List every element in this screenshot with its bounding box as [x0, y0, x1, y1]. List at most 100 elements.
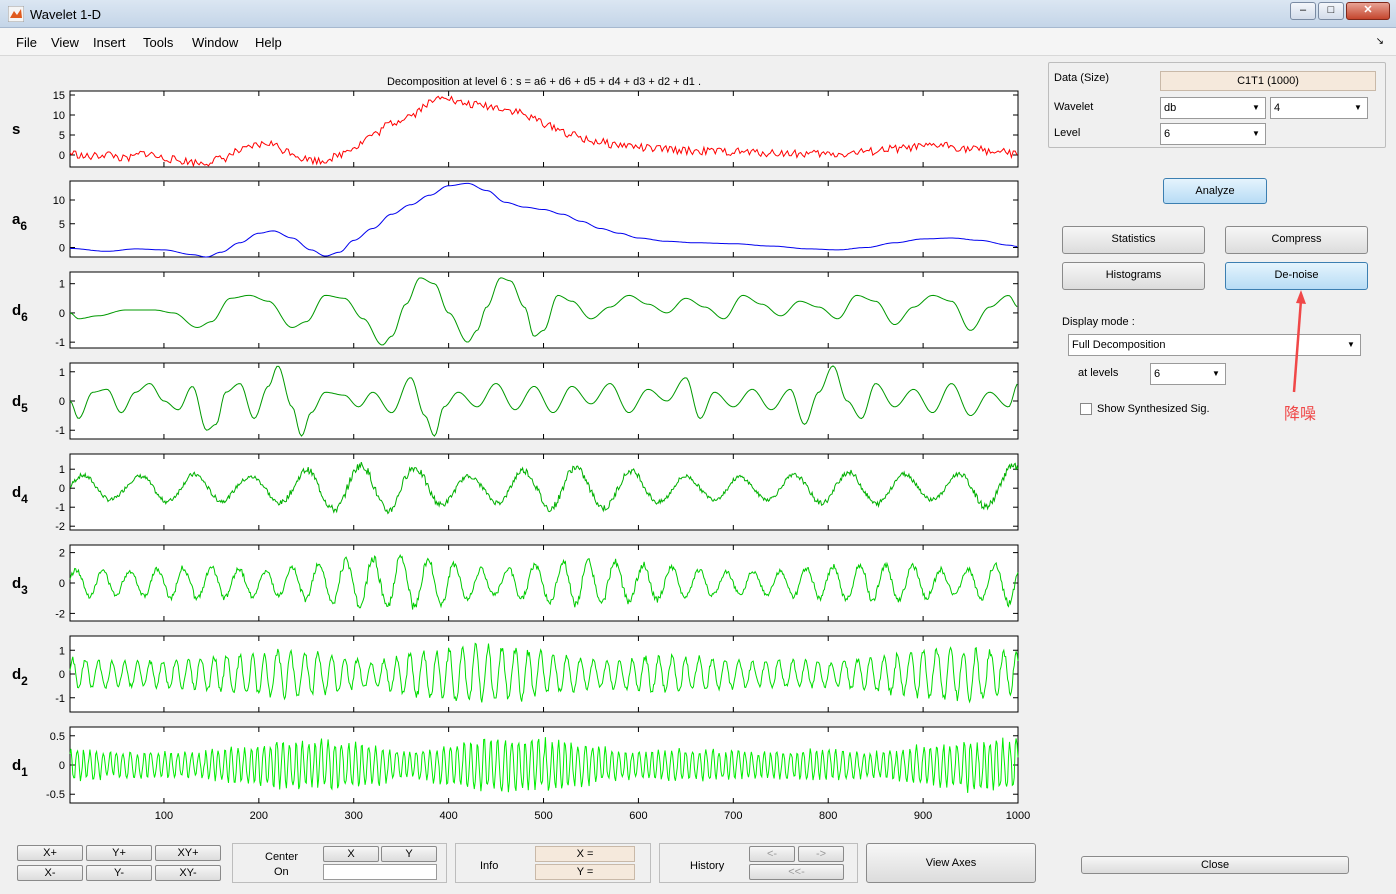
center-label: Center [265, 851, 299, 863]
y-tick-label: 2 [59, 548, 65, 560]
y-tick-label: 1 [59, 464, 65, 476]
info-label: Info [480, 860, 499, 872]
chart-title: Decomposition at level 6 : s = a6 + d6 +… [387, 76, 701, 88]
panel-label-d2: d2 [12, 666, 28, 688]
control-panel: Data (Size) C1T1 (1000) Wavelet db ▼ 4 ▼… [1046, 58, 1390, 884]
history-label: History [690, 860, 725, 872]
data-size-value: C1T1 (1000) [1160, 71, 1376, 91]
x-tick-label: 200 [250, 810, 268, 822]
chevron-down-icon: ▼ [1252, 129, 1260, 138]
y-tick-label: -2 [55, 608, 65, 620]
center-y-button[interactable]: Y [381, 846, 437, 862]
plot-axes-d3 [69, 544, 1019, 622]
panel-label-subscript: 4 [21, 492, 28, 506]
menu-tools[interactable]: Tools [143, 35, 174, 50]
y-tick-label: 0 [59, 150, 65, 162]
chevron-down-icon: ▼ [1212, 369, 1220, 378]
wavelet-label: Wavelet [1054, 101, 1094, 113]
panel-label-d6: d6 [12, 302, 28, 324]
denoise-annotation: 降噪 [1284, 406, 1317, 423]
show-synthesized-checkbox[interactable] [1080, 403, 1092, 415]
x-minus-button[interactable]: X- [17, 865, 83, 881]
panel-label-subscript: 1 [21, 765, 28, 779]
plot-axes-d4 [69, 453, 1019, 531]
menu-view[interactable]: View [51, 35, 79, 50]
show-synthesized-label: Show Synthesized Sig. [1097, 403, 1210, 415]
at-levels-select[interactable]: 6 ▼ [1150, 363, 1226, 385]
y-tick-label: 5 [59, 130, 65, 142]
view-axes-button[interactable]: View Axes [866, 843, 1036, 883]
x-tick-label: 1000 [1006, 810, 1030, 822]
plot-axes-s [69, 90, 1019, 168]
histograms-button[interactable]: Histograms [1062, 262, 1205, 290]
x-tick-label: 100 [155, 810, 173, 822]
minimize-button[interactable]: – [1290, 2, 1316, 20]
y-tick-label: -0.5 [46, 789, 65, 801]
menu-file[interactable]: File [16, 35, 37, 50]
matlab-icon [8, 6, 24, 22]
level-select[interactable]: 6 ▼ [1160, 123, 1266, 145]
zoom-controls: X+ Y+ XY+ X- Y- XY- [12, 842, 224, 884]
menu-insert[interactable]: Insert [93, 35, 126, 50]
display-mode-label: Display mode : [1062, 316, 1135, 328]
wavelet-family-select[interactable]: db ▼ [1160, 97, 1266, 119]
on-label: On [274, 866, 289, 878]
y-tick-label: 1 [59, 279, 65, 291]
dock-arrow-icon[interactable]: ↘ [1375, 36, 1384, 47]
compress-button[interactable]: Compress [1225, 226, 1368, 254]
history-first-button[interactable]: <<- [749, 864, 844, 880]
y-minus-button[interactable]: Y- [86, 865, 152, 881]
xy-plus-button[interactable]: XY+ [155, 845, 221, 861]
chevron-down-icon: ▼ [1347, 340, 1355, 349]
close-window-button[interactable]: ✕ [1346, 2, 1390, 20]
menu-window[interactable]: Window [192, 35, 239, 50]
y-tick-label: -1 [55, 425, 65, 437]
history-back-button[interactable]: <- [749, 846, 795, 862]
close-button[interactable]: Close [1081, 856, 1349, 874]
statistics-button[interactable]: Statistics [1062, 226, 1205, 254]
info-x-value: X = [535, 846, 635, 862]
wavelet-order-select[interactable]: 4 ▼ [1270, 97, 1368, 119]
menu-help[interactable]: Help [255, 35, 282, 50]
info-y-value: Y = [535, 864, 635, 880]
y-tick-label: 0 [59, 669, 65, 681]
y-tick-label: 0 [59, 243, 65, 255]
decomposition-chart: Decomposition at level 6 : s = a6 + d6 +… [12, 76, 1030, 822]
series-line-a6 [69, 182, 1018, 258]
y-tick-label: -1 [55, 337, 65, 349]
title-bar: Wavelet 1-D – □ ✕ [0, 0, 1396, 28]
y-tick-label: 1 [59, 645, 65, 657]
history-forward-button[interactable]: -> [798, 846, 844, 862]
maximize-button[interactable]: □ [1318, 2, 1344, 20]
series-line-d6 [69, 277, 1018, 346]
series-line-d2 [69, 642, 1019, 704]
y-tick-label: 0 [59, 760, 65, 772]
center-x-button[interactable]: X [323, 846, 379, 862]
denoise-button[interactable]: De-noise [1225, 262, 1368, 290]
display-mode-select[interactable]: Full Decomposition ▼ [1068, 334, 1361, 356]
analyze-button[interactable]: Analyze [1163, 178, 1267, 204]
data-group: Data (Size) C1T1 (1000) Wavelet db ▼ 4 ▼… [1048, 62, 1386, 148]
series-line-d3 [69, 553, 1019, 610]
red-arrow-icon [1292, 290, 1306, 393]
menu-bar: File View Insert Tools Window Help ↘ [0, 28, 1396, 56]
plot-axes-a6 [69, 180, 1019, 258]
panel-label-subscript: 2 [21, 674, 28, 688]
series-line-s [69, 95, 1018, 168]
center-on-panel: Center On X Y [232, 843, 447, 883]
xy-minus-button[interactable]: XY- [155, 865, 221, 881]
x-tick-label: 300 [345, 810, 363, 822]
chevron-down-icon: ▼ [1252, 103, 1260, 112]
y-plus-button[interactable]: Y+ [86, 845, 152, 861]
y-tick-label: 0 [59, 483, 65, 495]
series-line-d5 [69, 365, 1018, 437]
panel-label-subscript: 3 [21, 583, 28, 597]
y-tick-label: 0.5 [50, 731, 65, 743]
info-panel: Info X = Y = [455, 843, 651, 883]
panel-label-d1: d1 [12, 757, 28, 779]
center-on-input[interactable] [323, 864, 437, 880]
x-plus-button[interactable]: X+ [17, 845, 83, 861]
y-tick-label: 1 [59, 367, 65, 379]
y-tick-label: -1 [55, 502, 65, 514]
y-tick-label: 0 [59, 396, 65, 408]
